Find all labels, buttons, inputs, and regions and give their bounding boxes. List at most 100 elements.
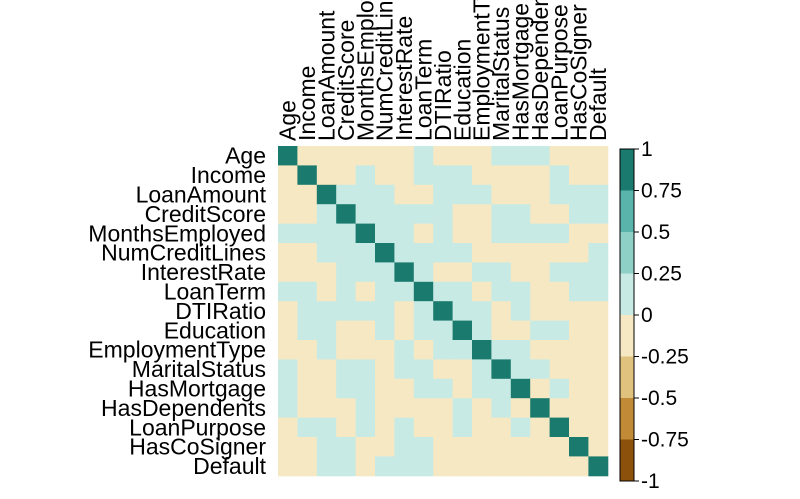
heatmap-cell-MaritalStatus-MaritalStatus [491, 359, 512, 380]
heatmap-cell-LoanPurpose-DTIRatio [433, 417, 454, 438]
heatmap-cell-EmploymentType-LoanAmount [316, 340, 337, 360]
heatmap-cell-LoanPurpose-Default [588, 417, 609, 438]
heatmap-cell-DTIRatio-MaritalStatus [491, 301, 512, 322]
heatmap-cell-MaritalStatus-LoanTerm [413, 359, 434, 380]
heatmap-cell-Default-Age [278, 456, 298, 477]
heatmap-cell-Default-Default [588, 456, 609, 477]
col-label-Income: Income [294, 66, 320, 141]
heatmap-cell-CreditScore-CreditScore [336, 204, 357, 225]
row-label-LoanPurpose: LoanPurpose [129, 414, 266, 440]
heatmap-cell-NumCreditLines-Income [297, 243, 318, 263]
heatmap-cell-NumCreditLines-MonthsEmployed [355, 243, 376, 263]
heatmap-cell-EmploymentType-DTIRatio [433, 340, 454, 360]
heatmap-cell-Default-HasMortgage [510, 456, 531, 477]
heatmap-cell-HasDependents-LoanPurpose [549, 398, 570, 419]
heatmap-cell-CreditScore-Default [588, 204, 609, 225]
heatmap-cell-HasMortgage-NumCreditLines [375, 378, 395, 399]
heatmap-cell-Education-Education [452, 320, 473, 341]
heatmap-cell-HasMortgage-HasCoSigner [569, 378, 589, 399]
heatmap-cell-Age-EmploymentType [472, 146, 492, 166]
heatmap-cell-Education-Age [278, 320, 298, 341]
heatmap-cell-Education-HasDependents [530, 320, 551, 341]
heatmap-cell-NumCreditLines-Education [452, 243, 473, 263]
heatmap-cell-HasMortgage-Income [297, 378, 318, 399]
heatmap-cell-EmploymentType-MaritalStatus [491, 340, 512, 360]
heatmap-cell-HasDependents-InterestRate [394, 398, 415, 419]
heatmap-cell-MaritalStatus-CreditScore [336, 359, 357, 380]
heatmap-cell-LoanTerm-HasDependents [530, 281, 551, 302]
heatmap-cell-LoanAmount-DTIRatio [433, 184, 454, 205]
heatmap-cell-CreditScore-LoanTerm [413, 204, 434, 225]
heatmap-cell-InterestRate-MonthsEmployed [355, 262, 376, 283]
heatmap-cell-NumCreditLines-MaritalStatus [491, 243, 512, 263]
heatmap-cell-NumCreditLines-LoanTerm [413, 243, 434, 263]
heatmap-cell-EmploymentType-Age [278, 340, 298, 360]
heatmap-cell-MaritalStatus-NumCreditLines [375, 359, 395, 380]
heatmap-cell-EmploymentType-CreditScore [336, 340, 357, 360]
heatmap-cell-InterestRate-HasCoSigner [569, 262, 589, 283]
heatmap-cell-MaritalStatus-HasCoSigner [569, 359, 589, 380]
heatmap-cell-DTIRatio-HasCoSigner [569, 301, 589, 322]
heatmap-cell-EmploymentType-HasMortgage [510, 340, 531, 360]
heatmap-cell-Age-CreditScore [336, 146, 357, 166]
heatmap-cell-LoanPurpose-Education [452, 417, 473, 438]
heatmap-cell-LoanPurpose-InterestRate [394, 417, 415, 438]
heatmap-cell-Default-DTIRatio [433, 456, 454, 477]
heatmap-cell-NumCreditLines-LoanPurpose [549, 243, 570, 263]
heatmap-cell-InterestRate-HasMortgage [510, 262, 531, 283]
col-label-InterestRate: InterestRate [391, 16, 417, 141]
heatmap-cell-HasDependents-CreditScore [336, 398, 357, 419]
heatmap-cell-Education-MonthsEmployed [355, 320, 376, 341]
col-label-EmploymentType: EmploymentType [469, 0, 495, 141]
heatmap-cell-LoanPurpose-MonthsEmployed [355, 417, 376, 438]
heatmap-cell-HasDependents-LoanAmount [316, 398, 337, 419]
heatmap-cell-InterestRate-HasDependents [530, 262, 551, 283]
heatmap-cell-HasCoSigner-MaritalStatus [491, 437, 512, 457]
heatmap-cell-Default-Education [452, 456, 473, 477]
row-label-DTIRatio: DTIRatio [175, 298, 266, 324]
heatmap-cell-DTIRatio-Income [297, 301, 318, 322]
heatmap-cell-HasDependents-HasMortgage [510, 398, 531, 419]
heatmap-cell-LoanTerm-DTIRatio [433, 281, 454, 302]
heatmap-cell-Age-InterestRate [394, 146, 415, 166]
heatmap-cell-MonthsEmployed-Education [452, 223, 473, 244]
legend-tick-label: -0.75 [641, 429, 689, 452]
row-label-HasMortgage: HasMortgage [128, 376, 266, 402]
legend-tick-label: 0.5 [641, 221, 670, 244]
heatmap-cell-Income-NumCreditLines [375, 165, 395, 186]
heatmap-cell-HasMortgage-Default [588, 378, 609, 399]
col-label-Age: Age [275, 100, 301, 141]
heatmap-cell-HasMortgage-DTIRatio [433, 378, 454, 399]
col-label-Education: Education [449, 39, 475, 141]
heatmap-cell-NumCreditLines-LoanAmount [316, 243, 337, 263]
heatmap-cell-EmploymentType-Default [588, 340, 609, 360]
heatmap-cell-InterestRate-DTIRatio [433, 262, 454, 283]
heatmap-cell-Income-MaritalStatus [491, 165, 512, 186]
heatmap-cell-EmploymentType-NumCreditLines [375, 340, 395, 360]
heatmap-cell-HasCoSigner-HasDependents [530, 437, 551, 457]
col-label-HasDependents: HasDependents [527, 0, 553, 141]
heatmap-cell-EmploymentType-EmploymentType [472, 340, 492, 360]
heatmap-cell-LoanTerm-Age [278, 281, 298, 302]
heatmap-cell-Default-MonthsEmployed [355, 456, 376, 477]
heatmap-cell-MaritalStatus-HasDependents [530, 359, 551, 380]
row-label-HasDependents: HasDependents [101, 395, 266, 421]
heatmap-cell-Income-LoanPurpose [549, 165, 570, 186]
heatmap-cell-EmploymentType-LoanTerm [413, 340, 434, 360]
heatmap-cell-HasMortgage-HasMortgage [510, 378, 531, 399]
heatmap-cell-LoanAmount-CreditScore [336, 184, 357, 205]
heatmap-cell-Default-EmploymentType [472, 456, 492, 477]
col-label-LoanAmount: LoanAmount [314, 10, 340, 141]
heatmap-cell-Income-EmploymentType [472, 165, 492, 186]
heatmap-cell-LoanAmount-MonthsEmployed [355, 184, 376, 205]
heatmap-cell-DTIRatio-MonthsEmployed [355, 301, 376, 322]
heatmap-cell-InterestRate-LoanAmount [316, 262, 337, 283]
heatmap-cell-LoanAmount-Age [278, 184, 298, 205]
col-label-HasCoSigner: HasCoSigner [566, 4, 592, 141]
heatmap-cell-Age-Income [297, 146, 318, 166]
heatmap-cell-Income-Income [297, 165, 318, 186]
heatmap-cell-LoanAmount-HasDependents [530, 184, 551, 205]
row-label-Education: Education [164, 317, 266, 343]
heatmap-cell-MaritalStatus-Default [588, 359, 609, 380]
color-legend: 1 0.75 0.5 0.25 0 -0.25 -0.5 -0.75 -1 [619, 138, 689, 493]
